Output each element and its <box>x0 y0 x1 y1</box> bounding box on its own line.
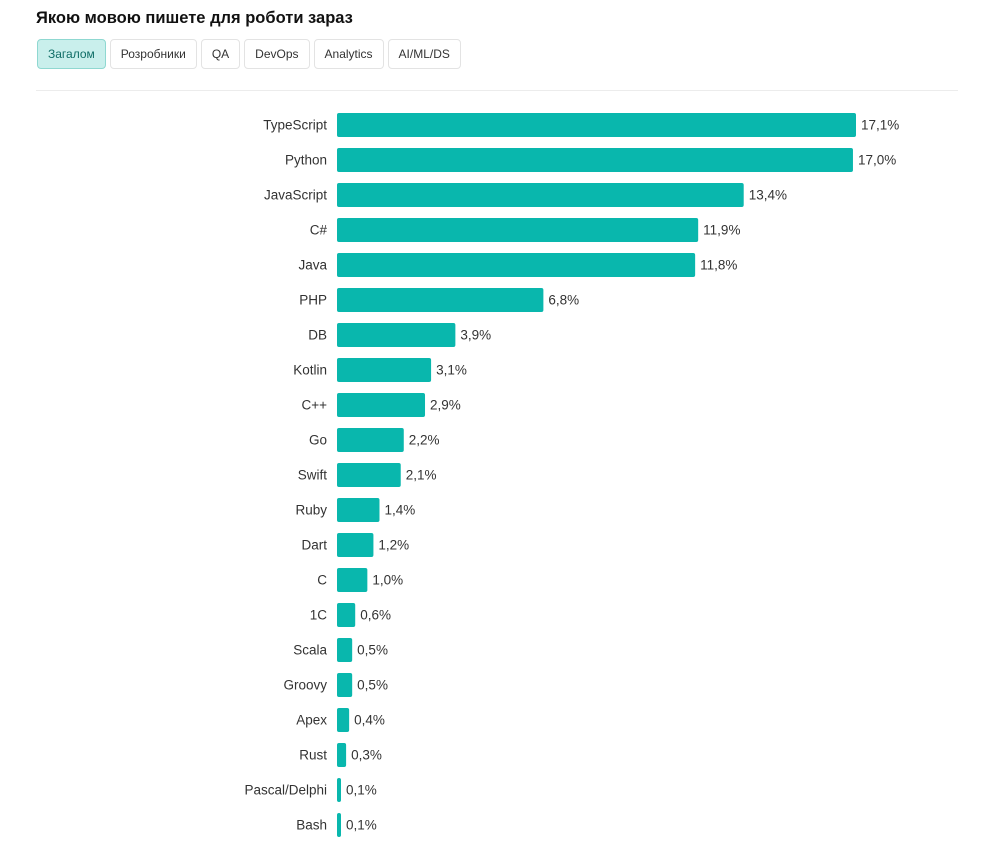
category-label: C# <box>310 223 328 238</box>
chart-title: Якою мовою пишете для роботи зараз <box>36 9 353 27</box>
bar[interactable] <box>337 218 699 242</box>
bar[interactable] <box>337 708 350 732</box>
value-label: 0,1% <box>346 818 377 833</box>
tab-qa[interactable]: QA <box>200 39 241 69</box>
bar[interactable] <box>337 113 856 137</box>
bar[interactable] <box>337 603 356 627</box>
bar[interactable] <box>337 533 374 557</box>
category-label: Dart <box>301 538 327 553</box>
bar[interactable] <box>337 638 353 662</box>
bar[interactable] <box>337 253 696 277</box>
bar[interactable] <box>337 673 353 697</box>
category-label: Rust <box>299 748 327 763</box>
tab-devops[interactable]: DevOps <box>244 39 310 69</box>
category-label: Scala <box>293 643 327 658</box>
tab-ai-ml-ds[interactable]: AI/ML/DS <box>387 39 461 69</box>
tab-developers[interactable]: Розробники <box>109 39 197 69</box>
category-label: DB <box>308 328 327 343</box>
filter-tabs: Загалом Розробники QA DevOps Analytics A… <box>37 39 461 69</box>
bar[interactable] <box>337 288 544 312</box>
value-label: 2,2% <box>409 433 440 448</box>
value-label: 11,9% <box>703 223 740 238</box>
category-label: Groovy <box>283 678 327 693</box>
value-label: 0,3% <box>351 748 382 763</box>
divider <box>36 90 958 91</box>
category-label: C++ <box>301 398 327 413</box>
value-label: 1,2% <box>378 538 409 553</box>
value-label: 0,5% <box>357 643 388 658</box>
value-label: 11,8% <box>700 258 737 273</box>
value-label: 0,1% <box>346 783 377 798</box>
tab-general[interactable]: Загалом <box>37 39 106 69</box>
tab-analytics[interactable]: Analytics <box>313 39 384 69</box>
bar-chart: TypeScript 17,1% Python 17,0% JavaScript 13,4… <box>244 113 899 837</box>
category-label: JavaScript <box>264 188 327 203</box>
category-label: Bash <box>296 818 327 833</box>
value-label: 0,6% <box>360 608 391 623</box>
value-label: 2,1% <box>406 468 437 483</box>
bar[interactable] <box>337 393 426 417</box>
bar[interactable] <box>337 568 368 592</box>
value-label: 1,4% <box>384 503 415 518</box>
value-label: 6,8% <box>548 293 579 308</box>
category-label: PHP <box>299 293 327 308</box>
bar[interactable] <box>337 183 744 207</box>
category-label: Pascal/Delphi <box>244 783 327 798</box>
value-label: 2,9% <box>430 398 461 413</box>
category-label: Ruby <box>295 503 327 518</box>
bar[interactable] <box>337 148 853 172</box>
category-label: TypeScript <box>263 118 327 133</box>
bar[interactable] <box>337 778 341 802</box>
bar[interactable] <box>337 323 456 347</box>
bar[interactable] <box>337 743 347 767</box>
value-label: 13,4% <box>749 188 787 203</box>
bar[interactable] <box>337 428 404 452</box>
category-label: Go <box>309 433 327 448</box>
category-label: Apex <box>296 713 327 728</box>
bar[interactable] <box>337 358 432 382</box>
category-label: C <box>317 573 327 588</box>
category-label: Kotlin <box>293 363 327 378</box>
category-label: Python <box>285 153 327 168</box>
bar[interactable] <box>337 498 380 522</box>
value-label: 17,0% <box>858 153 896 168</box>
value-label: 1,0% <box>372 573 403 588</box>
value-label: 3,1% <box>436 363 467 378</box>
category-label: 1C <box>310 608 328 623</box>
category-label: Swift <box>298 468 328 483</box>
value-label: 0,5% <box>357 678 388 693</box>
value-label: 0,4% <box>354 713 385 728</box>
value-label: 3,9% <box>460 328 491 343</box>
category-label: Java <box>298 258 327 273</box>
value-label: 17,1% <box>861 118 899 133</box>
bar[interactable] <box>337 813 341 837</box>
bar[interactable] <box>337 463 401 487</box>
